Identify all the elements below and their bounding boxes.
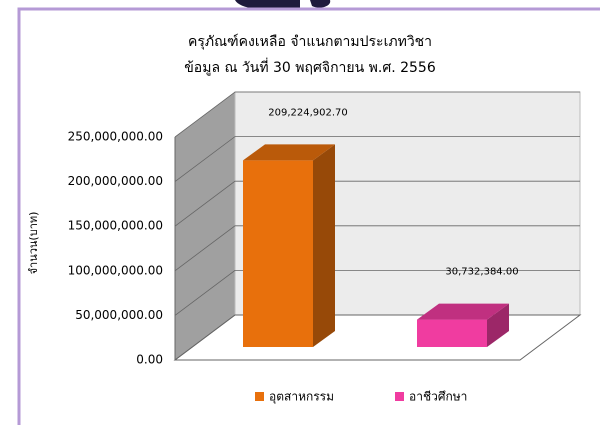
legend-swatch — [395, 392, 404, 401]
bar-front — [417, 319, 487, 347]
chart-subtitle: ข้อมูล ณ วันที่ 30 พฤศจิกายน พ.ศ. 2556 — [184, 58, 436, 76]
legend-swatch — [255, 392, 264, 401]
y-tick-label: 50,000,000.00 — [75, 308, 163, 322]
bar-side — [487, 303, 509, 347]
bar-front — [243, 160, 313, 347]
y-tick-label: 100,000,000.00 — [68, 263, 163, 277]
grid-line — [174, 269, 580, 316]
grid-line — [174, 91, 580, 138]
data-label: 30,732,384.00 — [445, 267, 518, 278]
y-tick-label: 150,000,000.00 — [68, 219, 163, 233]
y-tick-label: 200,000,000.00 — [68, 174, 163, 188]
data-label: 209,224,902.70 — [268, 107, 348, 118]
bar-side — [313, 144, 335, 347]
y-axis-label: จำนวน(บาท) — [27, 212, 40, 275]
chart-title: ครุภัณฑ์คงเหลือ จำแนกตามประเภทวิชา — [188, 33, 432, 50]
grid-line — [174, 225, 580, 272]
legend-label: อาชีวศึกษา — [409, 390, 467, 404]
y-tick-label: 250,000,000.00 — [68, 130, 163, 144]
grid-line — [174, 136, 580, 182]
grid-line — [174, 180, 580, 227]
y-tick-label: 0.00 — [136, 353, 163, 367]
bar-top — [243, 144, 335, 161]
side-wall — [175, 92, 235, 360]
legend-label: อุตสาหกรรม — [269, 390, 334, 405]
bar-top — [417, 303, 509, 320]
header-graphic — [235, 0, 331, 10]
floor — [173, 314, 582, 361]
